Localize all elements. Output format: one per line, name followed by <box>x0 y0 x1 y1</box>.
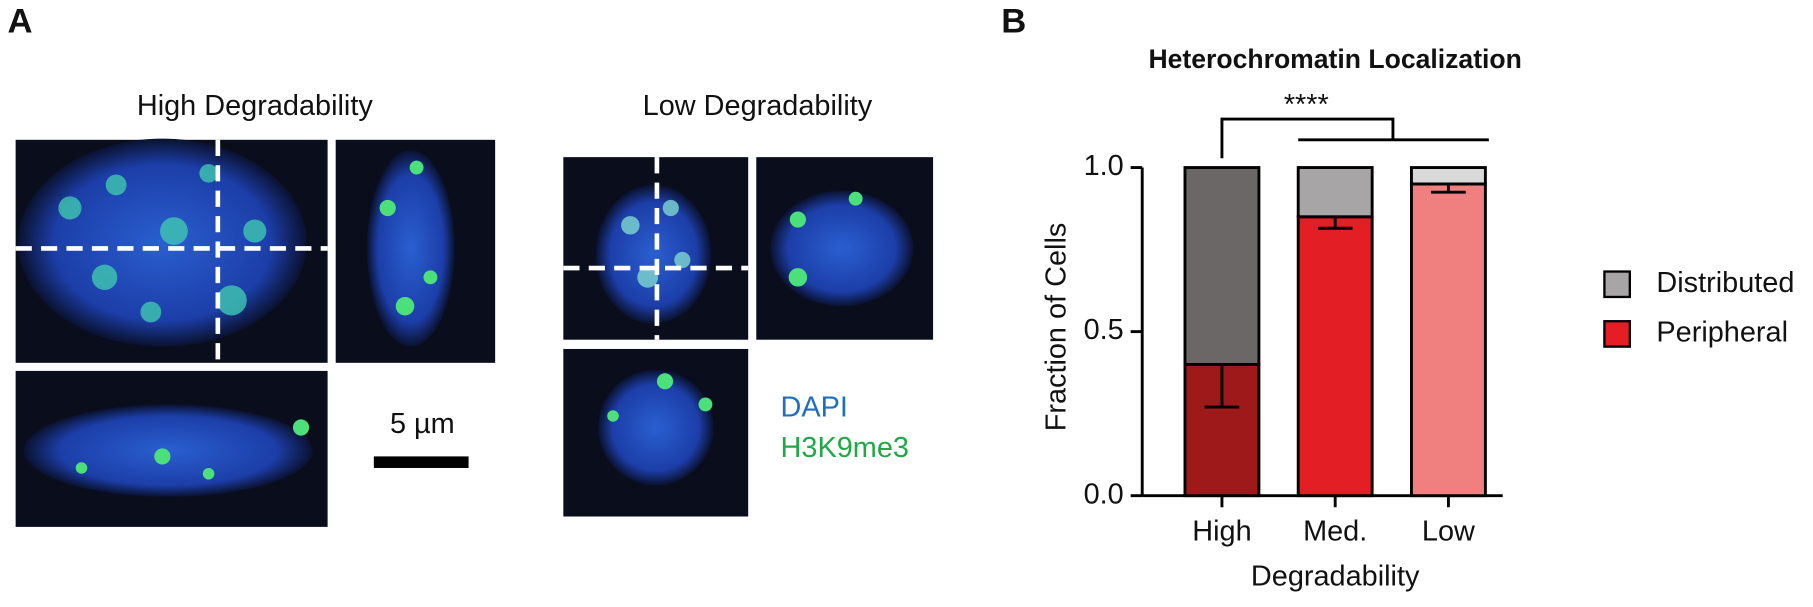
micrograph <box>563 157 934 517</box>
legend-label: Peripheral <box>1656 317 1788 349</box>
chart-title: Heterochromatin Localization <box>1148 44 1521 74</box>
bar-segment <box>1409 182 1487 498</box>
legend-label: Distributed <box>1656 267 1794 299</box>
legend-swatch <box>1603 320 1631 348</box>
scale-label: 5 µm <box>390 408 455 440</box>
bar-segment <box>1409 166 1487 186</box>
x-tick-label: Med. <box>1303 515 1367 547</box>
stain-label: DAPI <box>781 392 848 424</box>
micrograph <box>15 138 496 527</box>
x-tick-label: High <box>1192 515 1251 547</box>
annotation: **** <box>1284 89 1329 121</box>
stain-label: H3K9me3 <box>781 432 909 464</box>
panel-label: A <box>8 2 33 40</box>
x-axis-label: Degradability <box>1251 560 1420 592</box>
panel-label: B <box>1001 2 1026 40</box>
image-title: High Degradability <box>137 90 373 122</box>
image-title: Low Degradability <box>643 90 873 122</box>
y-axis-label: Fraction of Cells <box>1040 223 1072 432</box>
bar-segment <box>1296 166 1374 219</box>
significance-bracket <box>1220 117 1489 159</box>
legend-swatch <box>1603 270 1631 299</box>
y-tick-label: 0.0 <box>1084 478 1124 510</box>
y-tick-label: 1.0 <box>1084 150 1124 182</box>
y-tick-label: 0.5 <box>1084 314 1124 346</box>
x-tick-label: Low <box>1422 515 1475 547</box>
bar-segment <box>1296 215 1374 498</box>
scale-bar <box>373 456 469 468</box>
bar-segment <box>1183 166 1261 366</box>
